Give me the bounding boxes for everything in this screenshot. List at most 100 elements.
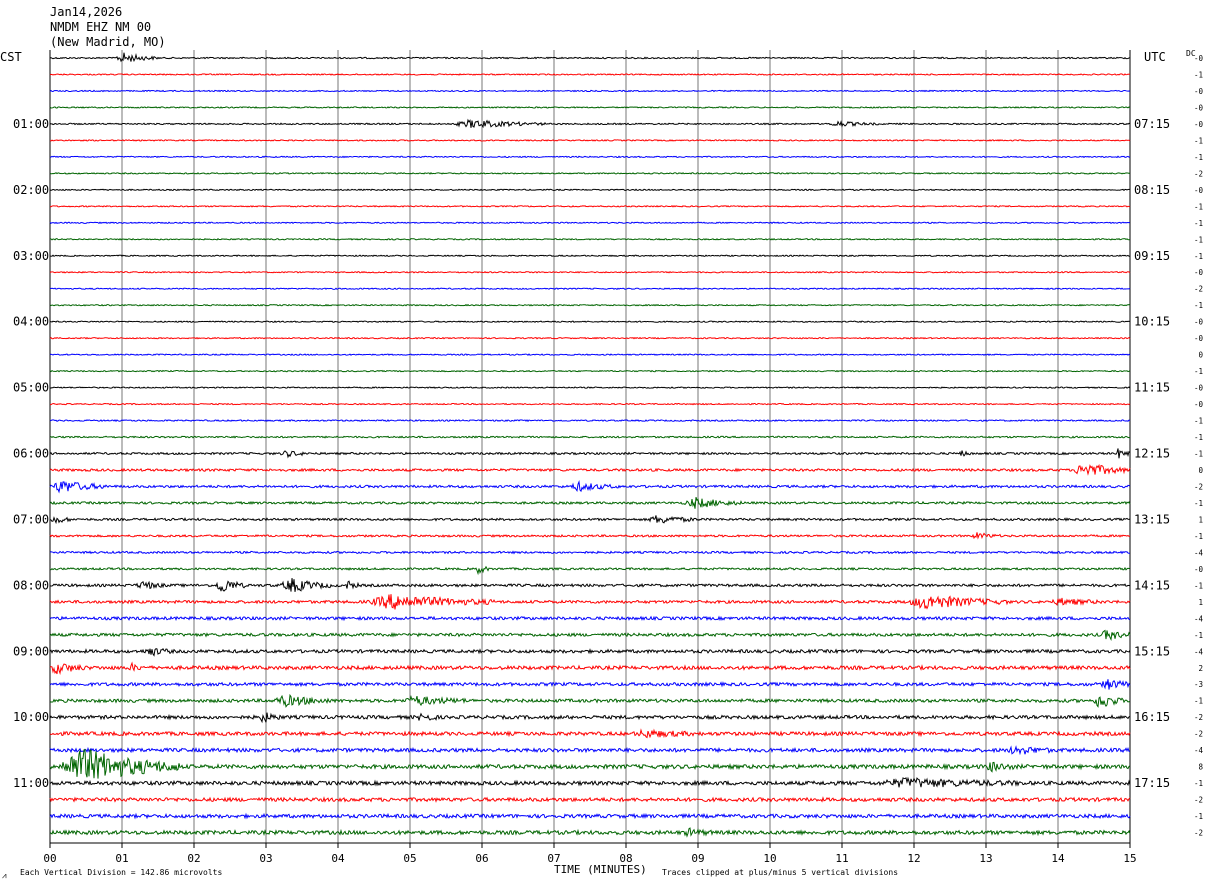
dc-offset-label: -4 [1194,548,1204,557]
seismic-trace [49,89,1131,93]
dc-offset-label: -1 [1194,301,1203,310]
right-hour-label: 17:15 [1134,776,1170,790]
dc-offset-label: -1 [1194,235,1203,244]
left-hour-label: 03:00 [13,249,49,263]
seismic-trace [49,336,1131,340]
dc-offset-label: -0 [1194,54,1204,63]
seismic-trace [49,118,1131,129]
dc-offset-label: -0 [1194,334,1204,343]
x-tick-label: 04 [331,852,345,865]
left-hour-label: 11:00 [13,776,49,790]
seismic-trace [49,270,1131,274]
x-tick-label: 07 [547,852,560,865]
x-tick-label: 08 [619,852,632,865]
seismic-trace [49,303,1131,307]
left-hour-label: 02:00 [13,183,49,197]
dc-offset-label: 0 [1198,351,1203,360]
dc-offset-label: -1 [1194,136,1203,145]
right-hour-label: 13:15 [1134,512,1170,526]
seismic-trace [49,693,1131,708]
x-tick-label: 00 [43,852,56,865]
date-label: Jan14,2026 [50,5,122,19]
dc-offset-label: -1 [1194,631,1203,640]
dc-offset-label: -1 [1194,367,1203,376]
dc-offset-label: -2 [1194,169,1203,178]
seismic-trace [49,287,1131,291]
station-label: NMDM EHZ NM 00 [50,20,151,34]
seismic-trace [49,237,1131,241]
seismic-trace [49,463,1131,476]
x-tick-label: 02 [187,852,200,865]
dc-offset-label: -2 [1194,713,1203,722]
seismic-trace [49,172,1131,175]
seismic-trace [49,320,1131,323]
seismic-trace [49,479,1131,494]
dc-offset-label: -3 [1194,680,1203,689]
x-tick-label: 12 [907,852,920,865]
x-axis-title: TIME (MINUTES) [554,863,647,876]
seismic-trace [49,745,1131,756]
seismic-trace [49,369,1131,373]
dc-offset-label: -1 [1194,202,1203,211]
grid-layer [49,50,1131,848]
seismic-trace [49,550,1131,555]
seismic-trace [49,254,1131,258]
seismic-trace [49,776,1131,788]
seismic-trace [49,629,1131,641]
dc-offset-label: -2 [1194,829,1203,838]
seismic-trace [49,615,1131,622]
dc-offset-label: -1 [1194,499,1203,508]
dc-offset-label: -1 [1194,532,1203,541]
seismic-trace [49,748,1131,779]
seismic-trace [49,812,1131,820]
dc-offset-label: -0 [1194,186,1204,195]
dc-offset-label: -0 [1194,400,1204,409]
location-label: (New Madrid, MO) [50,35,166,49]
x-tick-label: 15 [1123,852,1136,865]
dc-offset-label: -1 [1194,581,1203,590]
seismic-trace [49,515,1131,525]
seismic-trace [49,435,1131,439]
seismic-trace [49,728,1131,739]
seismic-trace [49,648,1131,657]
x-tick-label: 11 [835,852,848,865]
right-hour-label: 14:15 [1134,578,1170,592]
seismic-trace [49,155,1131,159]
x-tick-label: 03 [259,852,272,865]
seismic-trace [49,386,1131,389]
seismic-trace [49,139,1131,142]
x-tick-label: 13 [979,852,992,865]
scale-note: Each Vertical Division = 142.86 microvol… [20,868,222,877]
seismic-trace [49,402,1131,406]
dc-offset-label: -2 [1194,796,1203,805]
label-layer: 00 01 02 03 04 05 06 07 08 09 10 11 12 13 14 15-0-1-0-0… [13,54,1203,865]
x-tick-label: 05 [403,852,416,865]
corner-mark: ⩘ [2,871,7,880]
dc-offset-label: -2 [1194,730,1203,739]
left-hour-label: 04:00 [13,315,49,329]
left-hour-label: 06:00 [13,447,49,461]
dc-offset-label: -0 [1194,565,1204,574]
dc-offset-label: 1 [1198,515,1203,524]
dc-offset-label: -1 [1194,219,1203,228]
seismic-trace [49,188,1131,192]
x-tick-label: 01 [115,852,128,865]
seismic-trace [49,106,1131,109]
dc-offset-label: -1 [1194,697,1203,706]
seismic-trace [49,565,1131,576]
right-hour-label: 11:15 [1134,381,1170,395]
right-hour-label: 10:15 [1134,315,1170,329]
x-tick-label: 09 [691,852,704,865]
dc-offset-label: 1 [1198,598,1203,607]
dc-offset-label: 2 [1198,664,1203,673]
seismic-trace [49,419,1131,423]
dc-offset-label: -0 [1194,318,1204,327]
seismic-trace [49,679,1131,690]
dc-offset-label: 0 [1198,466,1203,475]
dc-offset-label: 8 [1198,763,1203,772]
dc-offset-label: -4 [1194,746,1204,755]
right-hour-label: 09:15 [1134,249,1170,263]
seismic-trace [49,204,1131,208]
seismic-trace [49,73,1131,76]
dc-offset-label: -1 [1194,417,1203,426]
